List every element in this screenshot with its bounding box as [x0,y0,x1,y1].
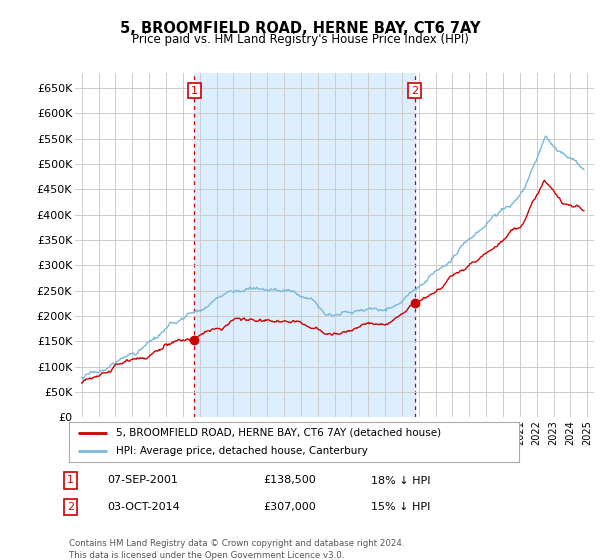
Text: Contains HM Land Registry data © Crown copyright and database right 2024.
This d: Contains HM Land Registry data © Crown c… [69,539,404,559]
Bar [194,73,415,417]
Text: 07-SEP-2001: 07-SEP-2001 [107,475,178,486]
Text: 15% ↓ HPI: 15% ↓ HPI [371,502,430,512]
Text: 5, BROOMFIELD ROAD, HERNE BAY, CT6 7AY: 5, BROOMFIELD ROAD, HERNE BAY, CT6 7AY [120,21,480,36]
Text: Price paid vs. HM Land Registry's House Price Index (HPI): Price paid vs. HM Land Registry's House … [131,33,469,46]
Text: 2: 2 [67,502,74,512]
Text: 18% ↓ HPI: 18% ↓ HPI [371,475,430,486]
Text: HPI: Average price, detached house, Canterbury: HPI: Average price, detached house, Cant… [116,446,368,456]
Text: £307,000: £307,000 [263,502,316,512]
Text: 2: 2 [411,86,418,96]
Text: £138,500: £138,500 [263,475,316,486]
Text: 1: 1 [191,86,198,96]
Text: 03-OCT-2014: 03-OCT-2014 [107,502,179,512]
Text: 5, BROOMFIELD ROAD, HERNE BAY, CT6 7AY (detached house): 5, BROOMFIELD ROAD, HERNE BAY, CT6 7AY (… [116,428,442,437]
Text: 1: 1 [67,475,74,486]
